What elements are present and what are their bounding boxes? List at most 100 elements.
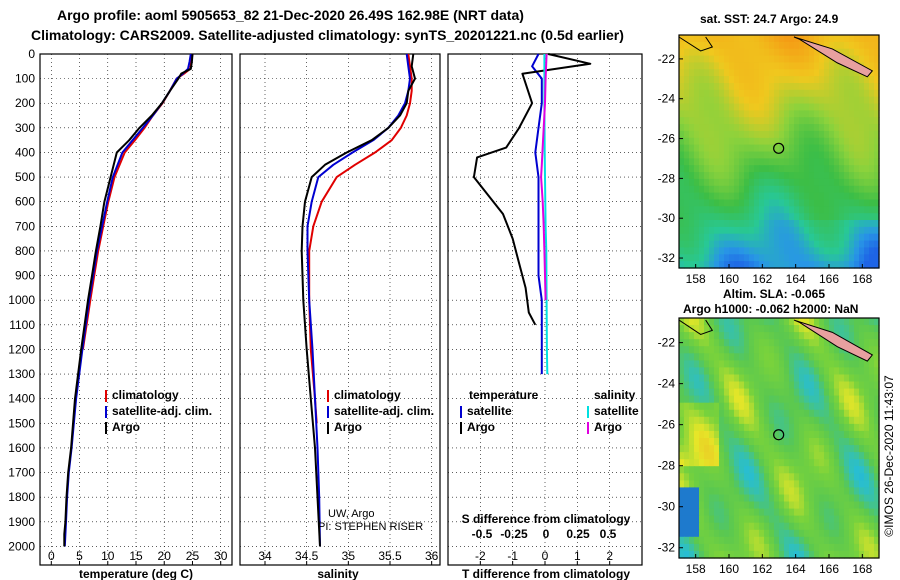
sla_map-cell	[709, 515, 715, 524]
sst_map-cell	[684, 130, 690, 139]
sla_map-cell	[874, 536, 880, 545]
sst_map-cell	[854, 103, 860, 111]
sla_map-cell	[814, 466, 820, 474]
sla_map-cell	[804, 325, 810, 333]
sst_map-cell	[819, 96, 825, 105]
sla_map-cell	[724, 466, 730, 474]
sla_map-cell	[874, 501, 880, 510]
sla_map-cell	[844, 480, 850, 489]
sla_map-cell	[814, 459, 820, 467]
sst_map-cell	[729, 69, 735, 77]
sst_map-cell	[794, 117, 800, 125]
sst_map-cell	[784, 165, 790, 173]
sla_map-cell	[704, 494, 710, 503]
sla_map-cell	[784, 360, 790, 369]
sla_map-cell	[799, 423, 805, 432]
sla_map-cell	[854, 494, 860, 503]
sla_map-cell	[874, 452, 880, 460]
temperature-axis-label: temperature (deg C)	[79, 567, 193, 580]
sla_map-cell	[779, 402, 785, 411]
sla_map-cell	[869, 445, 875, 453]
salinity-x-tick-label: 35	[342, 549, 356, 563]
sst_map-cell	[684, 151, 690, 159]
sla_map-cell	[824, 501, 830, 510]
sst_map-cell	[854, 96, 860, 105]
sst_map-cell	[829, 117, 835, 125]
sla_map-cell	[694, 494, 700, 503]
sla_map-cell	[689, 360, 695, 369]
sla_map-cell	[709, 332, 715, 340]
sst_map-cell	[784, 151, 790, 159]
sla_map-cell	[794, 459, 800, 467]
sla_map-cell	[784, 536, 790, 545]
sst_map-cell	[684, 233, 690, 242]
sst_map-cell	[839, 124, 845, 132]
sla_map-cell	[694, 466, 700, 474]
sla_map-cell	[819, 522, 825, 531]
sla_map-cell	[784, 402, 790, 411]
sla_map-cell	[694, 430, 700, 439]
sst_map-cell	[824, 178, 830, 187]
sla_map-cell	[859, 423, 865, 432]
sst_map-cell	[744, 158, 750, 166]
sla_map-cell	[814, 515, 820, 524]
sst_map-cell	[709, 137, 715, 146]
sla_map-cell	[679, 346, 685, 354]
sst_map-cell	[754, 41, 760, 50]
sla_map-cell	[769, 367, 775, 376]
sla_map-cell	[714, 452, 720, 460]
sst_map-cell	[749, 96, 755, 105]
sla_map-cell	[824, 550, 830, 559]
sla_map-cell	[844, 550, 850, 559]
sst_map-cell	[724, 192, 730, 201]
sst_map-cell	[734, 220, 740, 228]
sst_map-cell	[744, 110, 750, 118]
sst_map-cell	[809, 178, 815, 187]
sla_map-cell	[769, 550, 775, 559]
sst_map-cell	[714, 41, 720, 50]
sla_map-cell	[824, 325, 830, 333]
sla_map-cell	[719, 501, 725, 510]
sla_map-cell	[749, 339, 755, 347]
sst_map-cell	[819, 233, 825, 242]
sla_map-cell	[719, 438, 725, 446]
sla_map-cell	[799, 508, 805, 517]
sla_map-cell	[684, 353, 690, 361]
sla_map-cell	[789, 318, 795, 326]
sla_map-cell	[719, 550, 725, 559]
sla_map-cell	[794, 339, 800, 347]
sst_map-cell	[844, 96, 850, 105]
sla_map-cell	[739, 367, 745, 376]
sst_map-cell	[734, 213, 740, 221]
sla_map-cell	[739, 438, 745, 446]
sst_map-cell	[694, 124, 700, 132]
sst_map-cell	[729, 158, 735, 166]
sla_map-cell	[734, 515, 740, 524]
sst_map-cell	[689, 254, 695, 262]
sla_map-cell	[829, 445, 835, 453]
sst_map-cell	[749, 233, 755, 242]
sla_map-cell	[784, 318, 790, 326]
sla_map-cell	[874, 529, 880, 538]
sla_map-cell	[789, 353, 795, 361]
sla_map-cell	[814, 360, 820, 369]
sst_map-cell	[839, 35, 845, 43]
sst_map-cell	[759, 41, 765, 50]
sla_map-cell	[764, 529, 770, 538]
sla_map-cell	[754, 360, 760, 369]
sst_map-cell	[759, 137, 765, 146]
sst_map-cell	[699, 226, 705, 235]
sla_map-cell	[864, 529, 870, 538]
sst_map-cell	[789, 76, 795, 84]
depth-tick-label: 1200	[8, 342, 35, 356]
sla_map-cell	[789, 452, 795, 460]
sst_map-cell	[719, 69, 725, 77]
sla_map-cell	[724, 395, 730, 404]
sst_map-cell	[729, 192, 735, 201]
sla_map-cell	[854, 466, 860, 474]
sst_map-cell	[699, 240, 705, 249]
sla_map-cell	[694, 515, 700, 524]
sst_map-cell	[719, 226, 725, 235]
sst_map-cell	[794, 130, 800, 139]
sst_map-cell	[679, 261, 685, 269]
